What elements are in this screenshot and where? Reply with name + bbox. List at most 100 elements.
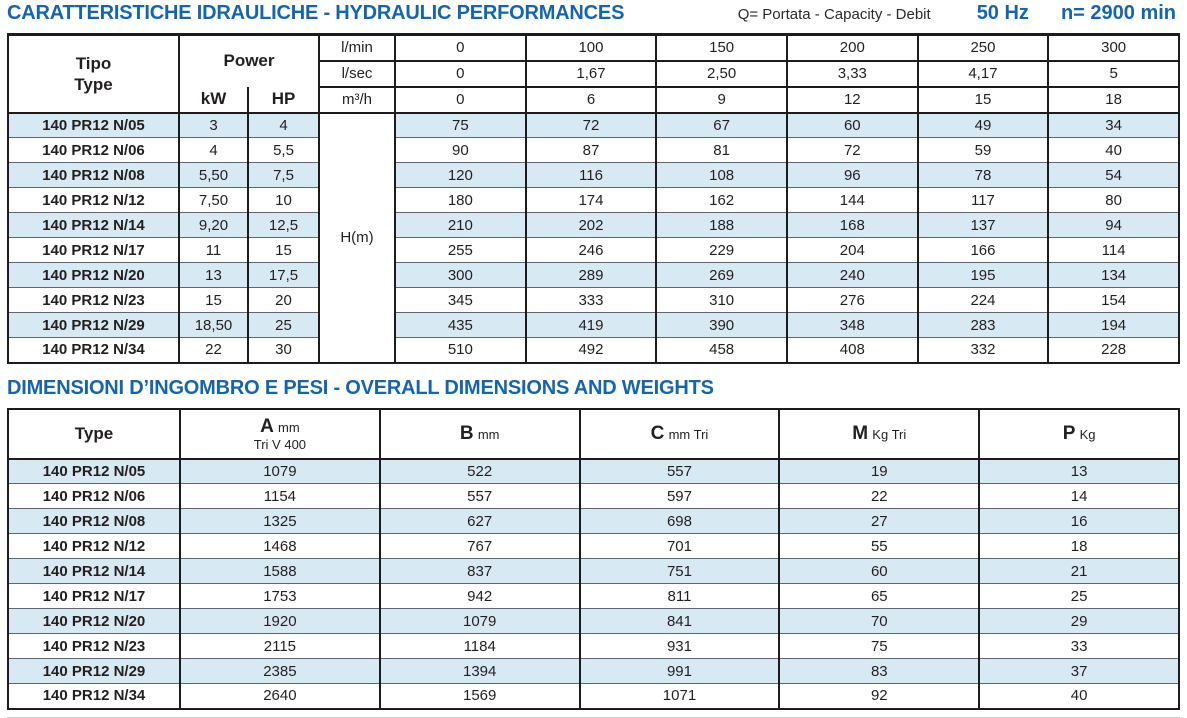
hydraulic-row: 140 PR12 N/17 11 15 255 246 229 204 166 … (7, 237, 1180, 263)
head-value: 195 (916, 262, 1050, 288)
hydraulic-row: 140 PR12 N/34 22 30 510 492 458 408 332 … (7, 337, 1180, 364)
capacity-note: Q= Portata - Capacity - Debit (737, 6, 931, 23)
dim-value: 1588 (179, 558, 381, 584)
dimension-row: 140 PR12 N/29 2385 1394 991 83 37 (7, 658, 1180, 684)
kw-value: 13 (178, 262, 249, 288)
dimension-row: 140 PR12 N/06 1154 557 597 22 14 (7, 483, 1180, 509)
dim-value: 2385 (179, 658, 381, 684)
dimensions-title-bar: DIMENSIONI D’INGOMBRO E PESI - OVERALL D… (7, 377, 1180, 400)
dim-value: 837 (378, 558, 581, 584)
hydraulic-table-body: 140 PR12 N/05 3 4 H(m) 75 72 67 60 49 34… (7, 111, 1180, 364)
head-value: 458 (655, 337, 788, 364)
dim-unit: mm Tri (668, 426, 709, 442)
dim-value: 60 (778, 558, 981, 584)
kw-value: 15 (178, 287, 249, 313)
dim-value: 1394 (378, 658, 581, 684)
dim-sub: Tri V 400 (253, 436, 307, 452)
hydraulic-row: 140 PR12 N/14 9,20 12,5 210 202 188 168 … (7, 212, 1180, 238)
head-value: 168 (785, 212, 919, 238)
dimensions-header-row: Type A mm Tri V 400 B mm C mm Tri M Kg T… (7, 407, 1180, 460)
pump-type: 140 PR12 N/20 (7, 262, 180, 288)
dimensions-table-header: Type A mm Tri V 400 B mm C mm Tri M Kg T… (7, 407, 1180, 460)
head-value: 96 (785, 162, 919, 188)
head-value: 54 (1047, 162, 1180, 188)
hp-value: 12,5 (247, 212, 320, 238)
head-value: 419 (524, 312, 658, 338)
hydraulic-performance-table: Tipo Type Power l/min 0 100 150 200 250 … (7, 33, 1180, 364)
head-value: 116 (524, 162, 658, 188)
dim-value: 22 (778, 483, 981, 509)
flow-value: 1,67 (524, 59, 658, 88)
header-row-m3h: kW HP m³/h 0 6 9 12 15 18 (8, 85, 1180, 114)
head-value: 188 (655, 212, 788, 238)
head-value: 87 (524, 137, 658, 163)
pump-type: 140 PR12 N/05 (7, 111, 180, 138)
dim-value: 1753 (179, 583, 381, 609)
head-value: 75 (394, 111, 527, 138)
dim-value: 811 (578, 583, 781, 609)
flow-value: 0 (394, 59, 527, 88)
dim-value: 83 (778, 658, 981, 684)
dim-col-header-a: A mm Tri V 400 (179, 407, 381, 460)
pump-type: 140 PR12 N/23 (7, 633, 181, 659)
head-value: 120 (394, 162, 527, 188)
kw-value: 22 (178, 337, 249, 364)
head-value: 114 (1047, 237, 1180, 263)
dimensions-table-body: 140 PR12 N/05 1079 522 557 19 13 140 PR1… (7, 457, 1180, 710)
dim-value: 698 (578, 508, 781, 534)
pump-type: 140 PR12 N/34 (7, 683, 181, 710)
flow-value: 6 (524, 85, 658, 114)
dim-value: 627 (378, 508, 581, 534)
flow-value: 100 (524, 33, 658, 62)
dim-value: 65 (778, 583, 981, 609)
dim-value: 597 (578, 483, 781, 509)
power-header: Power (178, 33, 320, 87)
head-value: 162 (655, 187, 788, 213)
dim-value: 1468 (179, 533, 381, 559)
bottom-divider (7, 716, 1180, 718)
dim-value: 16 (978, 508, 1180, 534)
head-value: 224 (916, 287, 1050, 313)
dim-value: 14 (978, 483, 1180, 509)
dimension-row: 140 PR12 N/34 2640 1569 1071 92 40 (7, 683, 1180, 710)
kw-value: 11 (178, 237, 249, 263)
flow-value: 0 (394, 33, 527, 62)
head-value: 310 (655, 287, 788, 313)
dim-unit: mm (278, 419, 300, 435)
dim-value: 29 (978, 608, 1180, 634)
flow-value: 18 (1047, 85, 1180, 114)
head-value: 117 (916, 187, 1050, 213)
head-value: 229 (655, 237, 788, 263)
dim-value: 1071 (578, 683, 781, 710)
head-value: 276 (785, 287, 919, 313)
kw-value: 7,50 (178, 187, 249, 213)
flow-value: 9 (655, 85, 788, 114)
dim-value: 75 (778, 633, 981, 659)
flow-unit-lsec: l/sec (318, 59, 396, 88)
head-value: 492 (524, 337, 658, 364)
dim-value: 1569 (378, 683, 581, 710)
dim-value: 55 (778, 533, 981, 559)
frequency-label: 50 Hz (976, 2, 1029, 24)
dimension-row: 140 PR12 N/14 1588 837 751 60 21 (7, 558, 1180, 584)
pump-type: 140 PR12 N/17 (7, 237, 180, 263)
header-row-lmin: Tipo Type Power l/min 0 100 150 200 250 … (7, 33, 1180, 114)
head-value: 390 (655, 312, 788, 338)
dim-value: 557 (578, 457, 781, 484)
pump-type: 140 PR12 N/14 (7, 212, 180, 238)
dim-col-header-m: M Kg Tri (778, 407, 981, 460)
flow-value: 12 (785, 85, 919, 114)
hp-value: 15 (247, 237, 320, 263)
head-value: 204 (785, 237, 919, 263)
dim-value: 751 (578, 558, 781, 584)
dim-value: 70 (778, 608, 981, 634)
kw-value: 4 (178, 137, 249, 163)
head-value: 174 (524, 187, 658, 213)
hydraulic-row: 140 PR12 N/12 7,50 10 180 174 162 144 11… (7, 187, 1180, 213)
dim-value: 991 (578, 658, 781, 684)
dim-value: 841 (578, 608, 781, 634)
dim-value: 2640 (179, 683, 381, 710)
flow-unit-m3h: m³/h (318, 85, 396, 114)
head-value: 134 (1047, 262, 1180, 288)
pump-type: 140 PR12 N/12 (7, 187, 180, 213)
